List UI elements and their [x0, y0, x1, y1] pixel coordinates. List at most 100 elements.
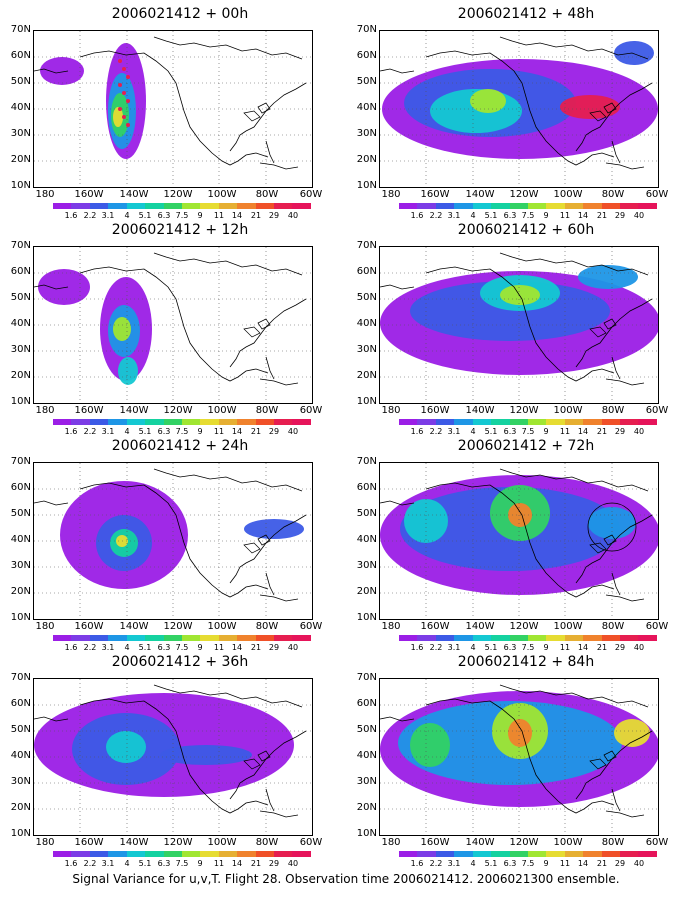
- flight-track-point: [122, 91, 126, 95]
- coastline: [611, 572, 621, 596]
- variance-map: [380, 31, 658, 187]
- colorbar-label: 14: [577, 427, 589, 436]
- latitude-label: 60N: [356, 698, 377, 709]
- colorbar-swatch: [399, 851, 418, 857]
- colorbar-swatch: [274, 851, 293, 857]
- lake-outline: [589, 110, 607, 122]
- longitude-label: 100W: [553, 621, 583, 632]
- flight-track-point: [118, 107, 122, 111]
- colorbar-label: 2.2: [83, 211, 97, 220]
- colorbar-label: 4: [470, 427, 476, 436]
- coastline: [425, 698, 615, 814]
- colorbar-swatch: [583, 851, 602, 857]
- longitude-label: 120W: [163, 621, 193, 632]
- colorbar: [399, 851, 657, 857]
- longitude-label: 120W: [509, 837, 539, 848]
- colorbar-label: 4: [124, 643, 130, 652]
- colorbar-label: 2.2: [429, 211, 443, 220]
- colorbar-swatch: [509, 851, 528, 857]
- longitude-label: 60W: [645, 189, 669, 200]
- latitude-label: 20N: [356, 586, 377, 597]
- colorbar-label: 4: [470, 211, 476, 220]
- longitude-label: 160W: [74, 405, 104, 416]
- longitude-label: 80W: [601, 405, 625, 416]
- colorbar-swatch: [145, 203, 164, 209]
- colorbar-label: 29: [614, 859, 626, 868]
- longitude-label: 180: [381, 837, 401, 848]
- latitude-label: 50N: [356, 292, 377, 303]
- colorbar-swatch: [53, 851, 72, 857]
- colorbar-swatch: [237, 851, 256, 857]
- colorbar-swatch: [200, 635, 219, 641]
- colorbar-label: 9: [197, 427, 203, 436]
- flight-track-point: [126, 75, 130, 79]
- variance-map: [34, 31, 312, 187]
- variance-contour: [40, 57, 84, 85]
- latitude-label: 40N: [10, 750, 31, 761]
- colorbar-label: 9: [197, 211, 203, 220]
- longitude-label: 100W: [207, 405, 237, 416]
- colorbar-swatch: [163, 851, 182, 857]
- lake-outline: [603, 318, 617, 330]
- longitude-label: 60W: [645, 837, 669, 848]
- colorbar-label: 1.6: [64, 859, 78, 868]
- colorbar-swatch: [71, 419, 90, 425]
- variance-map: [34, 247, 312, 403]
- colorbar: [399, 203, 657, 209]
- colorbar-label: 7.5: [175, 859, 189, 868]
- flight-track-point: [126, 123, 130, 127]
- longitude-label: 100W: [207, 837, 237, 848]
- coastline: [575, 82, 653, 152]
- colorbar-swatch: [620, 419, 639, 425]
- colorbar-swatch: [89, 851, 109, 857]
- colorbar-label: 1.6: [64, 427, 78, 436]
- latitude-label: 10N: [10, 396, 31, 407]
- longitude-label: 120W: [163, 189, 193, 200]
- variance-contour: [500, 285, 540, 305]
- variance-map: [380, 679, 658, 835]
- colorbar-swatch: [583, 203, 602, 209]
- latitude-label: 10N: [356, 180, 377, 191]
- colorbar-label: 7.5: [521, 211, 535, 220]
- colorbar-label: 6.3: [503, 427, 517, 436]
- colorbar-swatch: [546, 635, 565, 641]
- colorbar-swatch: [89, 419, 109, 425]
- colorbar-label: 14: [577, 859, 589, 868]
- colorbar-swatch: [71, 635, 90, 641]
- map-plot: [379, 246, 659, 404]
- colorbar-swatch: [601, 203, 621, 209]
- colorbar-swatch: [274, 203, 293, 209]
- coastline: [34, 68, 69, 74]
- colorbar-swatch: [108, 635, 127, 641]
- colorbar-label: 40: [287, 211, 299, 220]
- colorbar-swatch: [638, 851, 657, 857]
- colorbar-swatch: [564, 419, 584, 425]
- panel-title: 2006021412 + 84h: [457, 654, 595, 670]
- colorbar-swatch: [638, 203, 657, 209]
- coastline: [499, 36, 649, 60]
- colorbar-swatch: [454, 203, 473, 209]
- colorbar-swatch: [454, 419, 473, 425]
- coastline: [153, 684, 303, 708]
- longitude-label: 180: [381, 405, 401, 416]
- colorbar-swatch: [417, 419, 436, 425]
- colorbar-label: 3.1: [101, 211, 115, 220]
- flight-track-point: [122, 115, 126, 119]
- coastline: [79, 482, 269, 598]
- colorbar-label: 3.1: [101, 643, 115, 652]
- coastline: [425, 482, 615, 598]
- longitude-label: 120W: [509, 621, 539, 632]
- lake-outline: [589, 326, 607, 338]
- colorbar-label: 21: [596, 643, 608, 652]
- colorbar-swatch: [620, 851, 639, 857]
- longitude-label: 120W: [509, 189, 539, 200]
- colorbar-label: 14: [231, 643, 243, 652]
- latitude-label: 10N: [10, 180, 31, 191]
- latitude-label: 30N: [10, 560, 31, 571]
- map-plot: [379, 678, 659, 836]
- colorbar-label: 6.3: [157, 859, 171, 868]
- colorbar-swatch: [126, 203, 146, 209]
- colorbar-swatch: [509, 635, 528, 641]
- lake-outline: [243, 110, 261, 122]
- panel-title: 2006021412 + 00h: [111, 6, 249, 22]
